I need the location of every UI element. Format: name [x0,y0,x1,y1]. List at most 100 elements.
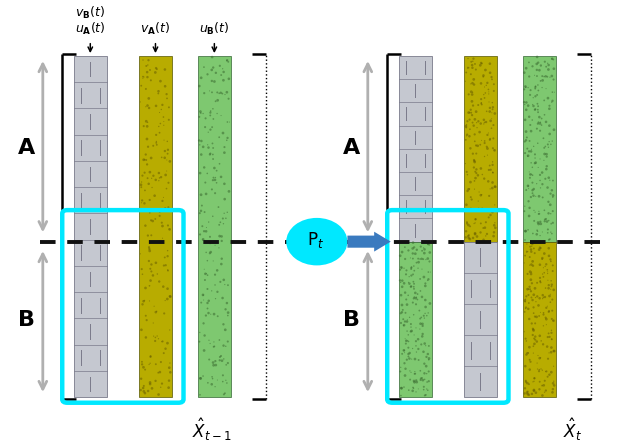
Point [209,343,220,350]
Point [548,192,558,199]
Point [210,271,220,278]
Point [144,246,154,253]
Point [537,228,547,236]
Point [465,125,475,133]
Point [524,168,534,176]
Point [546,141,556,148]
Point [539,144,549,151]
Point [419,312,429,319]
Point [536,115,547,122]
Point [483,129,493,137]
Point [547,89,557,96]
Point [547,97,557,104]
Point [547,307,557,314]
Point [527,243,537,250]
Point [406,328,416,335]
Point [411,324,421,332]
Point [483,86,493,93]
Point [530,106,540,113]
Point [403,344,413,351]
Point [404,367,415,375]
Point [154,208,164,215]
Point [216,353,226,360]
Point [522,241,532,248]
Point [547,327,557,334]
Point [476,192,486,199]
Point [220,196,230,203]
Point [138,364,148,371]
Point [415,287,426,294]
Point [461,168,472,176]
Point [474,129,484,136]
Point [199,228,209,235]
Point [477,191,487,198]
Point [520,252,530,259]
Point [221,137,232,144]
Point [143,232,153,239]
Point [154,335,164,342]
Point [526,194,536,201]
Point [470,220,480,227]
Point [536,366,546,373]
Point [419,370,429,377]
Point [520,150,530,157]
Point [148,217,158,224]
Point [420,297,431,304]
Point [163,222,173,229]
Point [520,297,530,304]
Point [472,142,483,149]
Point [545,291,556,298]
Point [529,185,539,193]
Point [420,282,431,289]
Point [536,245,546,252]
Point [536,279,546,286]
Point [532,120,543,127]
Point [462,187,472,194]
Point [154,169,164,177]
Point [397,302,407,309]
Point [406,283,417,290]
Point [153,90,163,97]
Point [415,315,425,322]
Point [417,322,428,329]
Point [211,295,221,302]
Point [154,123,164,130]
Point [468,76,479,83]
Point [520,296,531,303]
Point [212,110,222,117]
Point [150,337,160,345]
Point [534,312,544,319]
Point [195,338,205,345]
Point [479,95,490,102]
Point [523,84,533,91]
Point [543,174,554,181]
Point [207,89,217,96]
Point [532,180,542,187]
Point [524,185,534,192]
Point [533,108,543,116]
Point [537,73,547,80]
Point [520,237,530,244]
Point [532,82,543,89]
Point [151,139,161,146]
Point [532,125,542,132]
Point [215,353,225,361]
Point [541,151,552,158]
Point [532,66,542,73]
Point [136,199,147,207]
Point [524,315,534,323]
Point [405,376,415,383]
Point [538,311,548,318]
Point [545,286,556,293]
Point [534,386,545,393]
Point [519,86,529,93]
Point [538,322,548,329]
Point [140,297,150,304]
Point [211,179,221,186]
Point [421,256,431,263]
Point [532,228,543,235]
Point [463,221,474,228]
Point [205,112,216,119]
Point [401,267,412,274]
Point [409,377,419,384]
